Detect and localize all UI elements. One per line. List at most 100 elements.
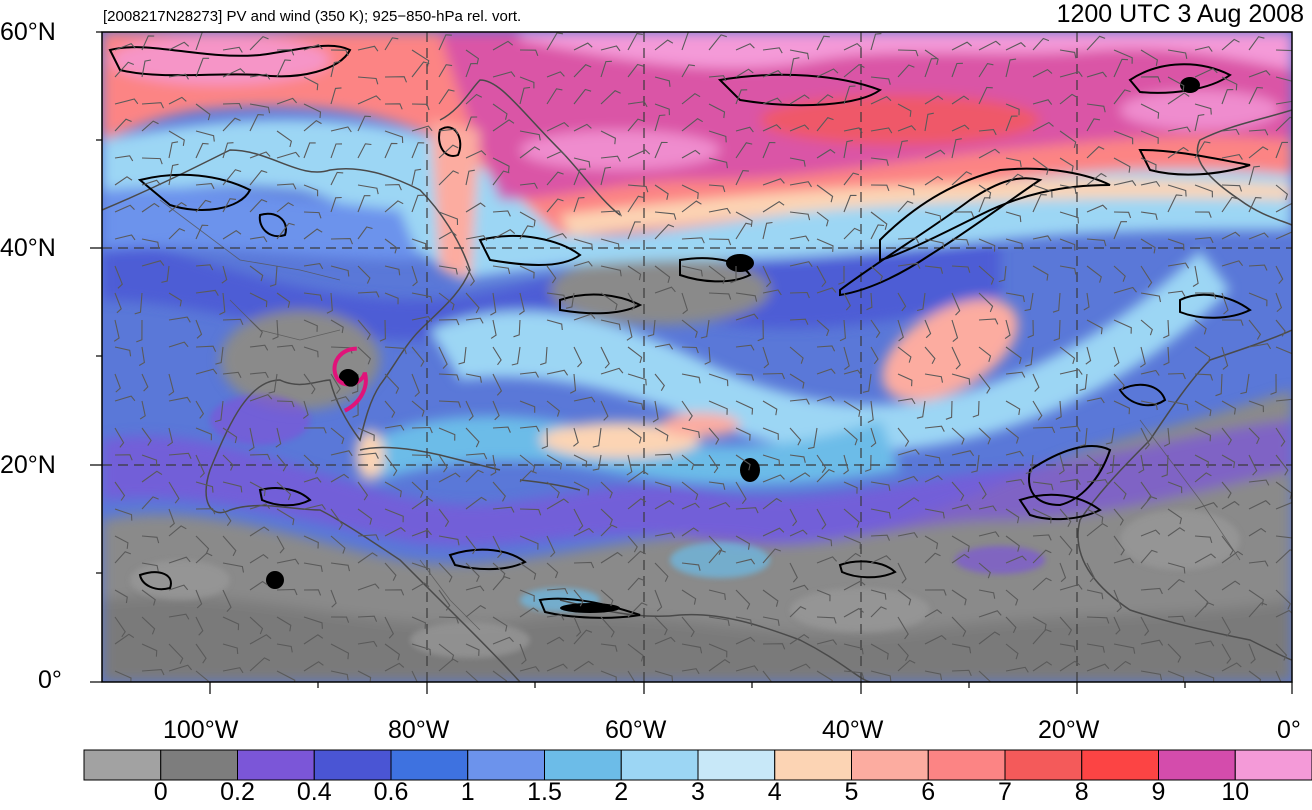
wind-barb [654,103,670,116]
colorbar-label: 9 [1151,778,1166,806]
wind-barb [1275,141,1288,159]
wind-barb [864,454,872,472]
wind-barb [465,49,480,65]
wind-barb [1221,292,1229,315]
wind-barb [1248,427,1260,445]
wind-barb [978,481,987,500]
pv-field [102,32,1292,682]
wind-barb [978,589,996,599]
wind-barb [762,527,785,537]
wind-barb [654,616,668,636]
wind-barb [519,666,540,672]
wind-barb [708,130,727,143]
colorbar-swatch [160,749,238,781]
wind-barb [465,643,480,656]
wind-barb [249,170,268,186]
wind-barb [816,508,827,530]
wind-barb [627,550,646,564]
wind-barb [978,373,991,394]
wind-barb [168,73,189,80]
wind-barb [573,561,595,569]
wind-barb [1248,343,1272,350]
wind-barb [1086,663,1110,672]
wind-barb [411,142,425,159]
wind-barb [789,261,813,268]
wind-barb [1032,157,1049,175]
wind-barb [951,211,975,218]
wind-barb [114,589,128,604]
wind-barb [681,668,700,675]
wind-barb [1059,71,1083,78]
wind-barb [924,589,947,596]
wind-barb [114,508,133,521]
wind-barb [1085,346,1092,365]
wind-barb [816,148,836,159]
wind-barb [357,45,379,52]
wind-barb [708,454,719,474]
wind-barb [762,70,783,78]
wind-barb [816,319,830,337]
wind-barb [113,319,120,342]
wind-barb [330,196,342,213]
wind-barb [762,643,786,650]
wind-barb [1248,129,1269,136]
wind-barb [303,346,319,358]
wind-barb [762,178,785,186]
wind-barb [384,508,404,523]
wind-barb [816,395,835,402]
wind-barb [276,344,296,352]
wind-barb [1025,346,1034,367]
wind-barb [357,583,380,591]
wind-barb [114,427,125,448]
wind-barb [330,508,343,531]
wind-barb [735,636,756,645]
wind-barb [924,49,939,66]
wind-barb [1221,260,1244,267]
wind-barb [1086,319,1103,335]
wind-barb [1005,616,1017,634]
wind-barb [492,229,516,240]
wind-barb [438,231,457,240]
wind-barb [897,427,910,447]
wind-barb [951,373,971,385]
wind-barb [843,481,858,494]
wind-barb [141,260,165,267]
wind-barb [546,400,560,417]
wind-barb [843,139,853,159]
wind-barb [1005,535,1020,552]
wind-barb [708,207,731,214]
wind-barb [384,103,403,110]
wind-barb [222,667,244,674]
colorbar-label: 5 [844,778,859,806]
wind-barb [1248,527,1267,537]
wind-barb [870,224,885,240]
wind-barb [762,124,782,132]
wind-barb [272,319,279,340]
wind-barb [1275,202,1292,213]
wind-barb [411,670,418,682]
wind-barb [141,589,156,606]
wind-barb [114,265,123,289]
wind-barb [114,118,132,132]
wind-barb [600,166,612,186]
wind-barb [546,265,557,284]
colorbar-label: 7 [998,778,1012,806]
wind-barb [573,64,592,78]
wind-barb [924,319,932,339]
wind-barb [573,508,584,531]
wind-barb [384,616,394,639]
colorbar-label: 6 [921,778,936,806]
wind-barb [681,64,695,78]
wind-barb [222,481,243,493]
wind-barb [114,292,122,314]
wind-barb [330,319,344,334]
wind-barb [465,496,487,510]
wind-barb [816,211,829,227]
wind-barb [141,427,152,446]
wind-barb [627,33,643,51]
wind-barb [1167,400,1189,411]
wind-barb [168,141,179,159]
wind-barb [843,346,850,370]
wind-barb [195,264,214,271]
wind-barb [843,369,862,376]
